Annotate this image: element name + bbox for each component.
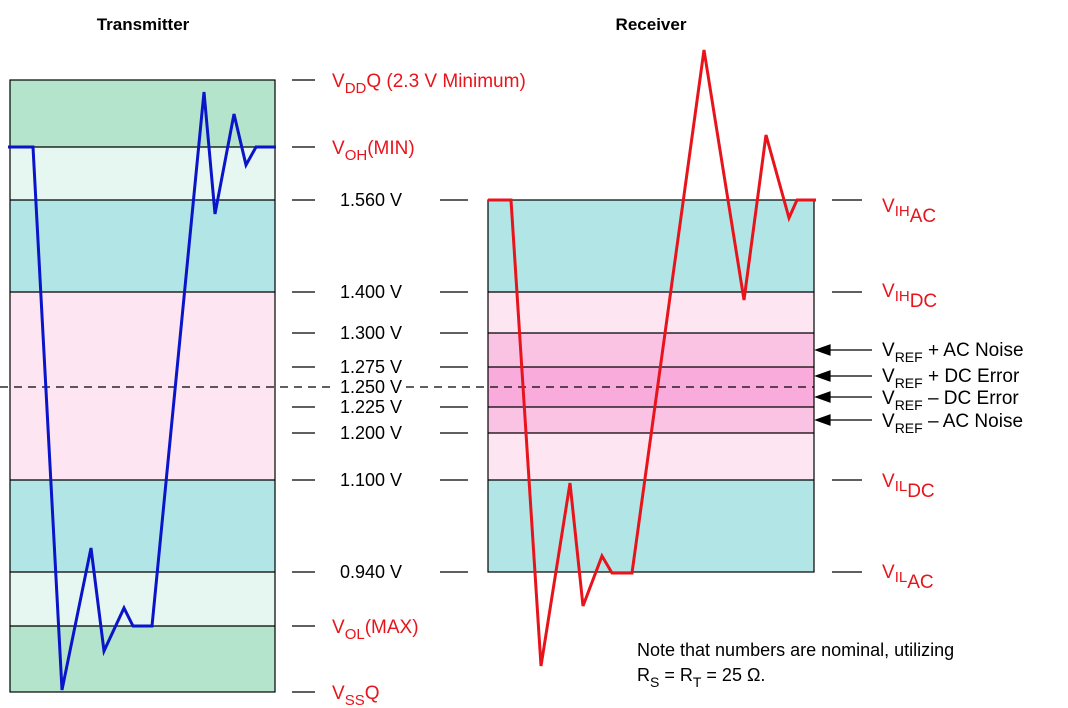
rx-band-teal-bottom <box>488 480 814 572</box>
arrow-dc-error-minus-icon <box>814 391 831 403</box>
level-1400: 1.400 V <box>340 282 402 302</box>
tx-band-teal-top <box>10 200 275 292</box>
tx-band-light-green-bottom <box>10 572 275 626</box>
level-1560: 1.560 V <box>340 190 402 210</box>
tx-band-bottom-green <box>10 626 275 692</box>
tx-band-light-green-top <box>10 147 275 200</box>
receiver-labels: VIHAC VIHDC VILDC VILAC <box>882 196 937 593</box>
arrow-ac-noise-minus-icon <box>814 414 831 426</box>
level-1200: 1.200 V <box>340 423 402 443</box>
transmitter-box <box>9 79 276 693</box>
vref-labels: VREF + AC Noise VREF + DC Error VREF – D… <box>882 340 1024 436</box>
vil-ac-label: VILAC <box>882 562 934 593</box>
vref-dc-error-plus-label: VREF + DC Error <box>882 366 1020 391</box>
rx-band-pale-pink-top <box>488 292 814 333</box>
transmitter-labels: VDDQ (2.3 V Minimum) VOH(MIN) VOL(MAX) V… <box>332 71 526 708</box>
tx-band-top-green <box>10 80 275 147</box>
vref-arrows <box>814 344 872 426</box>
vref-dc-error-minus-label: VREF – DC Error <box>882 388 1019 413</box>
level-1100: 1.100 V <box>340 470 402 490</box>
vref-ac-noise-plus-label: VREF + AC Noise <box>882 340 1024 365</box>
receiver-ticks-right <box>832 199 862 573</box>
level-1275: 1.275 V <box>340 357 402 377</box>
note: Note that numbers are nominal, utilizing… <box>637 640 954 690</box>
level-ticks-left <box>292 79 315 693</box>
transmitter-header: Transmitter <box>97 15 190 34</box>
note-line-2: RS = RT = 25 Ω. <box>637 665 765 690</box>
vref-ac-noise-minus-label: VREF – AC Noise <box>882 411 1023 436</box>
level-1300: 1.300 V <box>340 323 402 343</box>
voh-label: VOH(MIN) <box>332 138 415 164</box>
vol-label: VOL(MAX) <box>332 617 419 643</box>
tx-band-teal-bottom <box>10 480 275 572</box>
vih-dc-label: VIHDC <box>882 281 937 312</box>
vssq-label: VSSQ <box>332 683 379 708</box>
level-0940: 0.940 V <box>340 562 402 582</box>
receiver-box <box>487 199 815 573</box>
vil-dc-label: VILDC <box>882 471 935 502</box>
note-line-1: Note that numbers are nominal, utilizing <box>637 640 954 660</box>
rx-band-teal-top <box>488 200 814 292</box>
receiver-waveform <box>488 49 816 667</box>
transmitter-waveform <box>8 91 276 691</box>
arrow-ac-noise-plus-icon <box>814 344 831 356</box>
tx-band-pink <box>10 292 275 480</box>
vddq-label: VDDQ (2.3 V Minimum) <box>332 71 526 97</box>
level-1225: 1.225 V <box>340 397 402 417</box>
level-1250: 1.250 V <box>340 377 402 397</box>
rx-band-mid-pink-top <box>488 333 814 367</box>
voltage-levels: 1.560 V 1.400 V 1.300 V 1.275 V 1.250 V … <box>336 190 402 582</box>
arrow-dc-error-plus-icon <box>814 370 831 382</box>
receiver-header: Receiver <box>616 15 687 34</box>
level-ticks-right <box>440 199 468 573</box>
vih-ac-label: VIHAC <box>882 196 936 227</box>
